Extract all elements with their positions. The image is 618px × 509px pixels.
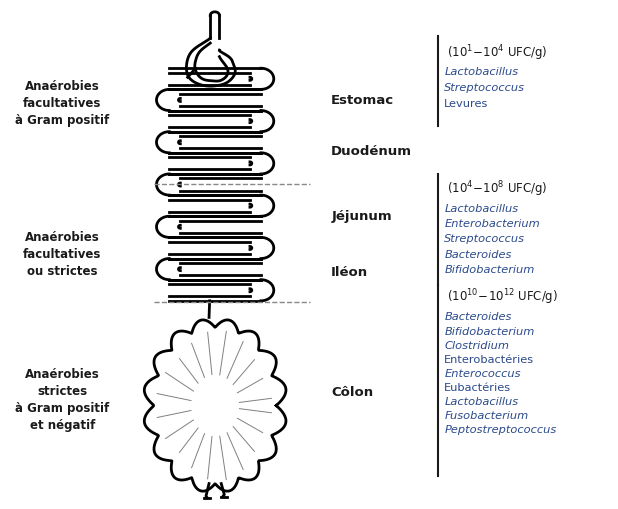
Text: $(10^4\!-\!10^8$ UFC/g): $(10^4\!-\!10^8$ UFC/g) bbox=[447, 179, 548, 199]
Text: $(10^1\!-\!10^4$ UFC/g): $(10^1\!-\!10^4$ UFC/g) bbox=[447, 43, 548, 63]
Text: Peptostreptococcus: Peptostreptococcus bbox=[444, 425, 556, 435]
Text: $(10^{10}\!-\!10^{12}$ UFC/g): $(10^{10}\!-\!10^{12}$ UFC/g) bbox=[447, 288, 558, 307]
Text: Bacteroides: Bacteroides bbox=[444, 249, 512, 260]
Text: Enterobactéries: Enterobactéries bbox=[444, 355, 535, 365]
Text: Eubactéries: Eubactéries bbox=[444, 383, 511, 393]
Text: Streptococcus: Streptococcus bbox=[444, 83, 525, 93]
Text: Lactobacillus: Lactobacillus bbox=[444, 204, 519, 214]
Text: Iléon: Iléon bbox=[331, 266, 368, 278]
Text: Estomac: Estomac bbox=[331, 95, 394, 107]
Text: Anaérobies
strictes
à Gram positif
et négatif: Anaérobies strictes à Gram positif et né… bbox=[15, 369, 109, 433]
Text: Bacteroides: Bacteroides bbox=[444, 313, 512, 322]
Text: Fusobacterium: Fusobacterium bbox=[444, 411, 528, 421]
Text: Côlon: Côlon bbox=[331, 386, 373, 400]
Text: Clostridium: Clostridium bbox=[444, 341, 509, 351]
Text: Bifidobacterium: Bifidobacterium bbox=[444, 327, 535, 336]
Text: Lactobacillus: Lactobacillus bbox=[444, 67, 519, 77]
Text: Duodénum: Duodénum bbox=[331, 145, 412, 158]
Text: Anaérobies
facultatives
à Gram positif: Anaérobies facultatives à Gram positif bbox=[15, 80, 109, 127]
Text: Jéjunum: Jéjunum bbox=[331, 210, 392, 223]
Text: Enterobacterium: Enterobacterium bbox=[444, 219, 540, 229]
Text: Levures: Levures bbox=[444, 99, 489, 109]
Text: Anaérobies
facultatives
ou strictes: Anaérobies facultatives ou strictes bbox=[23, 231, 101, 278]
Text: Lactobacillus: Lactobacillus bbox=[444, 397, 519, 407]
Text: Bifidobacterium: Bifidobacterium bbox=[444, 265, 535, 274]
Text: Streptococcus: Streptococcus bbox=[444, 235, 525, 244]
Text: Enterococcus: Enterococcus bbox=[444, 369, 521, 379]
